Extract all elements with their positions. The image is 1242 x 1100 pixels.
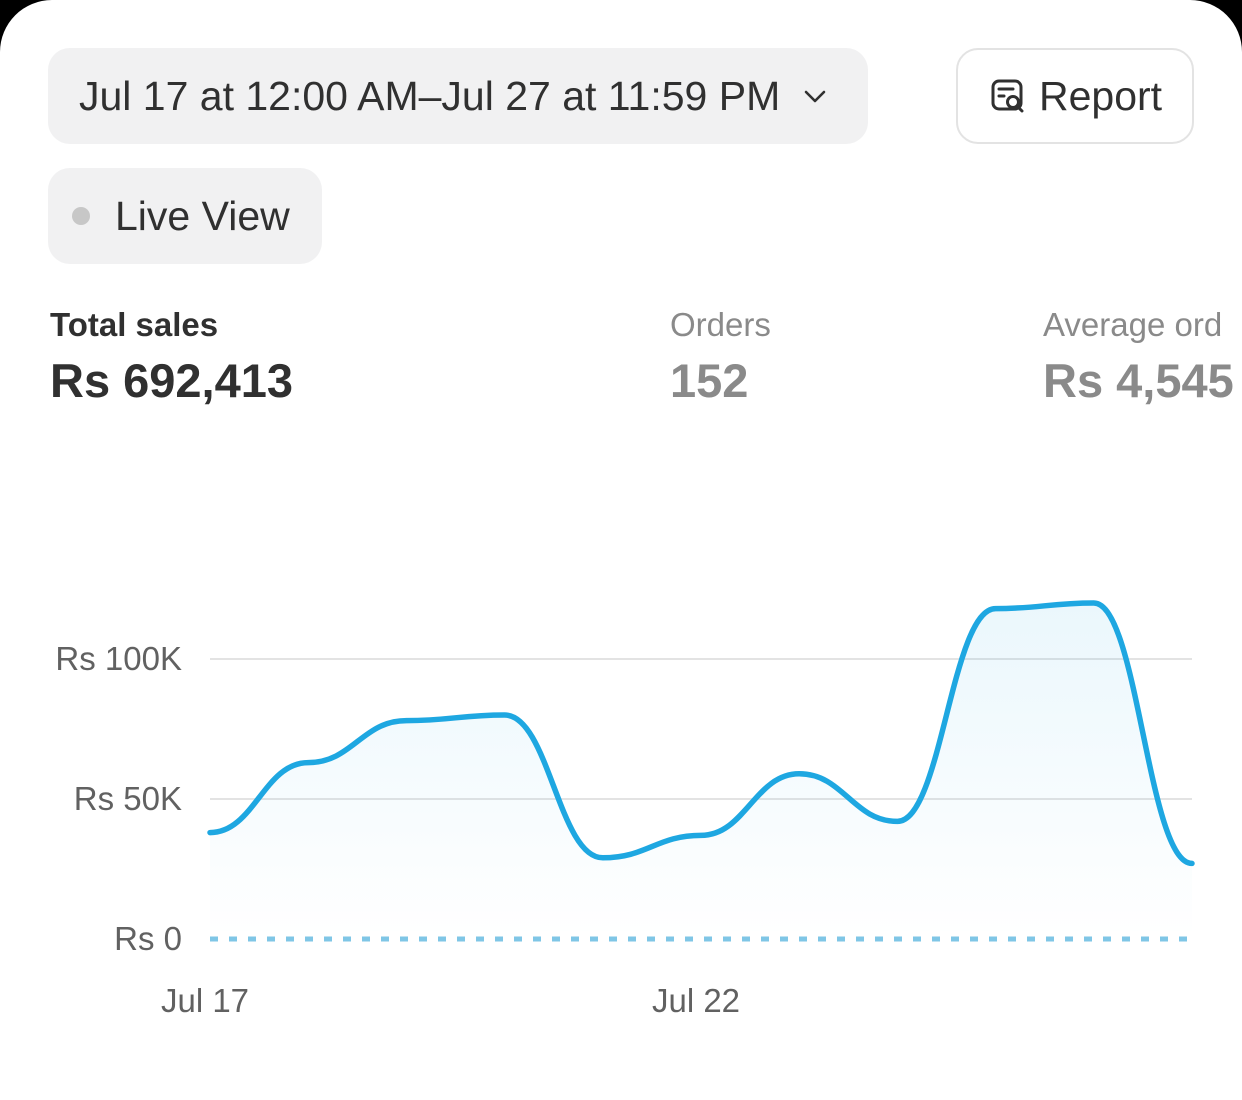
date-range-button[interactable]: Jul 17 at 12:00 AM–Jul 27 at 11:59 PM (48, 48, 868, 144)
live-status-dot (72, 207, 90, 225)
data-point-8 (894, 818, 900, 824)
x-tick-label: Jul 22 (652, 982, 740, 1019)
sales-series-line (207, 600, 1195, 867)
data-point-7 (796, 771, 802, 777)
sales-chart: Rs 0 Rs 50K Rs 100K Jul 17 Jul 22 (55, 600, 1195, 1019)
metric-value: Rs 692,413 (50, 354, 294, 407)
y-tick-label: Rs 100K (55, 640, 182, 677)
metric-total-sales[interactable]: Total sales Rs 692,413 (50, 305, 293, 409)
metric-label: Average ord (1043, 306, 1223, 343)
y-tick-label: Rs 0 (114, 920, 182, 957)
data-point-1 (207, 830, 213, 836)
metric-orders[interactable]: Orders 152 (670, 305, 771, 409)
report-search-icon (991, 79, 1024, 113)
y-tick-label: Rs 50K (74, 780, 182, 817)
data-point-4 (502, 712, 508, 718)
data-point-2 (305, 760, 311, 766)
metric-value: Rs 4,545 (1043, 354, 1234, 407)
date-range-label: Jul 17 at 12:00 AM–Jul 27 at 11:59 PM (79, 72, 781, 119)
live-view-label: Live View (115, 192, 290, 239)
report-label: Report (1039, 72, 1163, 119)
data-point-9 (993, 606, 999, 612)
x-tick-label: Jul 17 (161, 982, 249, 1019)
report-button[interactable]: Report (956, 48, 1194, 144)
metric-label: Total sales (50, 306, 219, 343)
data-point-6 (698, 832, 704, 838)
chevron-down-icon (804, 90, 826, 103)
metric-label: Orders (670, 306, 771, 343)
data-point-11 (1189, 860, 1195, 866)
metric-value: 152 (670, 354, 749, 407)
data-point-10 (1091, 600, 1097, 606)
live-view-button[interactable]: Live View (48, 168, 322, 264)
data-point-3 (403, 718, 409, 724)
sales-area (210, 603, 1192, 939)
metric-average-order[interactable]: Average ord Rs 4,545 (1043, 305, 1234, 409)
data-point-5 (600, 855, 606, 861)
